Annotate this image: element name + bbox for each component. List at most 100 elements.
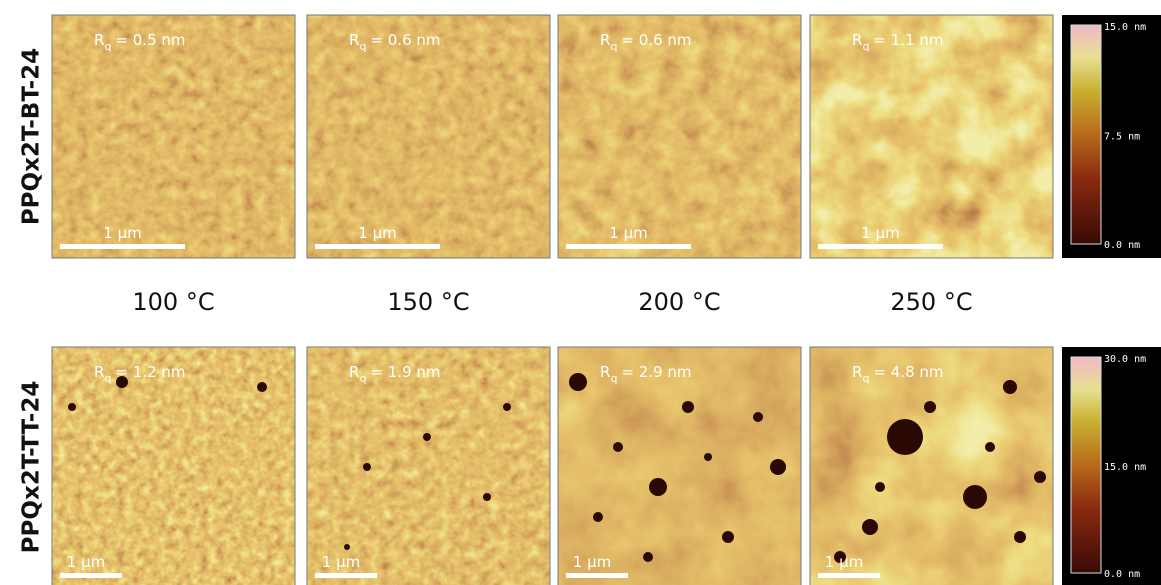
temperature-label: 150 °C [387, 288, 469, 316]
temperature-label: 200 °C [638, 288, 720, 316]
colorbar: 30.0 nm 15.0 nm 0.0 nm [1062, 347, 1161, 585]
rq-value: = 2.9 nm [621, 363, 691, 381]
rq-symbol: R [600, 31, 610, 49]
afm-panel: Rq = 1.9 nm 1 µm [307, 347, 550, 585]
rq-subscript: q [359, 40, 366, 53]
scale-bar [315, 573, 377, 578]
rq-symbol: R [852, 31, 862, 49]
scale-bar-label: 1 µm [825, 553, 863, 571]
scale-bar-label: 1 µm [861, 224, 899, 242]
colorbar-max: 30.0 nm [1104, 354, 1146, 365]
rq-symbol: R [94, 31, 104, 49]
colorbar-mid: 15.0 nm [1104, 462, 1146, 473]
rq-symbol: R [852, 363, 862, 381]
row-label: PPQx2T-TT-24 [19, 381, 45, 554]
image-row: PPQx2T-TT-24 Rq = 1.2 nm 1 µm Rq = 1.9 nm 1 µm… [19, 347, 1161, 585]
scale-bar [60, 244, 185, 249]
colorbar-max: 15.0 nm [1104, 22, 1146, 33]
scale-bar-label: 1 µm [322, 553, 360, 571]
scale-bar [566, 244, 691, 249]
afm-image [52, 347, 295, 585]
scale-bar [818, 244, 943, 249]
pore [363, 463, 371, 471]
afm-image [52, 15, 295, 258]
pore [753, 412, 763, 422]
pore [593, 512, 603, 522]
colorbar-min: 0.0 nm [1104, 569, 1140, 580]
rq-symbol: R [349, 31, 359, 49]
rq-subscript: q [862, 40, 869, 53]
afm-panel: Rq = 0.6 nm 1 µm [558, 15, 801, 258]
pore [1014, 531, 1026, 543]
colorbar-mid: 7.5 nm [1104, 132, 1140, 143]
pore [704, 453, 712, 461]
rq-value: = 0.6 nm [370, 31, 440, 49]
temperature-label: 250 °C [890, 288, 972, 316]
pore [569, 373, 587, 391]
rq-subscript: q [104, 372, 111, 385]
rq-subscript: q [610, 372, 617, 385]
scale-bar-label: 1 µm [609, 224, 647, 242]
scale-bar-label: 1 µm [358, 224, 396, 242]
afm-image [558, 15, 801, 258]
scale-bar [315, 244, 440, 249]
colorbar-gradient [1071, 357, 1101, 573]
pore [924, 401, 936, 413]
rq-symbol: R [600, 363, 610, 381]
afm-panel: Rq = 2.9 nm 1 µm [558, 347, 801, 585]
rq-subscript: q [359, 372, 366, 385]
afm-image [307, 15, 550, 258]
rq-subscript: q [610, 40, 617, 53]
rq-subscript: q [862, 372, 869, 385]
pore [643, 552, 653, 562]
rq-value: = 0.5 nm [115, 31, 185, 49]
pore [985, 442, 995, 452]
afm-panel: Rq = 4.8 nm 1 µm [810, 347, 1053, 585]
pore [682, 401, 694, 413]
rq-value: = 1.9 nm [370, 363, 440, 381]
pore [613, 442, 623, 452]
afm-image [810, 15, 1053, 258]
scale-bar [566, 573, 628, 578]
pore [875, 482, 885, 492]
afm-panel: Rq = 1.2 nm 1 µm [52, 347, 295, 585]
afm-panel: Rq = 0.6 nm 1 µm [307, 15, 550, 258]
rq-value: = 1.2 nm [115, 363, 185, 381]
colorbar: 15.0 nm 7.5 nm 0.0 nm [1062, 15, 1161, 258]
pore [483, 493, 491, 501]
pore [423, 433, 431, 441]
rq-value: = 1.1 nm [873, 31, 943, 49]
afm-image [307, 347, 550, 585]
pore [770, 459, 786, 475]
afm-image [810, 347, 1053, 585]
image-row: PPQx2T-BT-24 Rq = 0.5 nm 1 µm Rq = 0.6 nm 1 µm… [19, 15, 1161, 258]
pore [862, 519, 878, 535]
afm-panel: Rq = 0.5 nm 1 µm [52, 15, 295, 258]
colorbar-gradient [1071, 25, 1101, 244]
figure: PPQx2T-BT-24 Rq = 0.5 nm 1 µm Rq = 0.6 nm 1 µm… [0, 0, 1161, 585]
pore [722, 531, 734, 543]
pore [257, 382, 267, 392]
row-label: PPQx2T-BT-24 [19, 48, 45, 225]
pore [887, 419, 923, 455]
rq-subscript: q [104, 40, 111, 53]
pore [963, 485, 987, 509]
pore [68, 403, 76, 411]
pore [1034, 471, 1046, 483]
pore [649, 478, 667, 496]
rq-symbol: R [94, 363, 104, 381]
rq-symbol: R [349, 363, 359, 381]
scale-bar-label: 1 µm [573, 553, 611, 571]
afm-image [558, 347, 801, 585]
scale-bar-label: 1 µm [103, 224, 141, 242]
pore [1003, 380, 1017, 394]
scale-bar-label: 1 µm [67, 553, 105, 571]
temperature-label: 100 °C [132, 288, 214, 316]
scale-bar [818, 573, 880, 578]
rq-value: = 0.6 nm [621, 31, 691, 49]
pore [503, 403, 511, 411]
rq-value: = 4.8 nm [873, 363, 943, 381]
colorbar-min: 0.0 nm [1104, 240, 1140, 251]
pore [344, 544, 350, 550]
scale-bar [60, 573, 122, 578]
